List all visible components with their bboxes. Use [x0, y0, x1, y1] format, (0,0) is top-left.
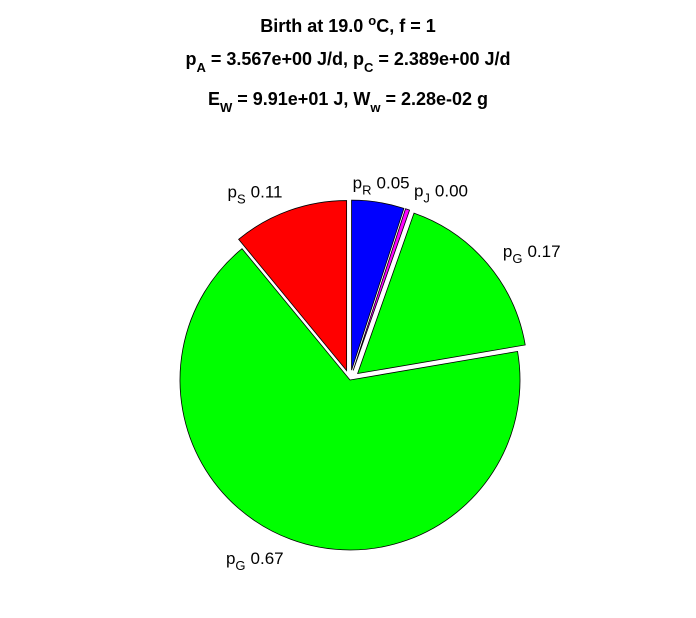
- slice-label: pJ 0.00: [414, 181, 468, 205]
- pie-slice: [352, 208, 411, 371]
- label-value: 0.05: [377, 173, 410, 192]
- pie-slice: [238, 200, 348, 372]
- title-text: = 3.567e+00 J/d, p: [206, 49, 364, 69]
- label-subscript: G: [235, 558, 245, 573]
- label-subscript: G: [512, 251, 522, 266]
- slice-label: pS 0.11: [228, 183, 283, 207]
- title-subscript: A: [197, 60, 207, 75]
- label-value: 0.11: [251, 183, 283, 202]
- label-subscript: S: [237, 192, 246, 207]
- slice-label: pG 0.67: [226, 549, 284, 573]
- pie-slice: [357, 212, 526, 375]
- label-value: 0.17: [527, 242, 560, 261]
- label-base: p: [353, 173, 362, 192]
- chart-title: Birth at 19.0 oC, f = 1: [260, 13, 436, 36]
- label-base: p: [503, 242, 512, 261]
- title-text: C, f = 1: [376, 16, 436, 36]
- title-text: p: [186, 49, 197, 69]
- label-base: p: [414, 181, 423, 200]
- label-base: p: [226, 549, 235, 568]
- title-text: E: [208, 89, 220, 109]
- title-text: = 9.91e+01 J, W: [232, 89, 370, 109]
- title-text: = 2.28e-02 g: [380, 89, 488, 109]
- pie-slice: [351, 199, 405, 371]
- chart-title: EW = 9.91e+01 J, Ww = 2.28e-02 g: [208, 89, 488, 115]
- chart-title: pA = 3.567e+00 J/d, pC = 2.389e+00 J/d: [186, 49, 511, 75]
- slice-label: pR 0.05: [353, 173, 410, 197]
- label-subscript: R: [362, 182, 371, 197]
- title-subscript: W: [220, 100, 233, 115]
- slice-label: pG 0.17: [503, 242, 561, 266]
- title-subscript: w: [369, 100, 381, 115]
- pie-slice: [179, 248, 521, 551]
- label-value: 0.67: [251, 549, 284, 568]
- title-subscript: C: [364, 60, 374, 75]
- title-text: = 2.389e+00 J/d: [373, 49, 510, 69]
- label-subscript: J: [423, 190, 430, 205]
- label-base: p: [228, 183, 237, 202]
- label-value: 0.00: [435, 181, 468, 200]
- title-superscript: o: [368, 13, 376, 28]
- title-text: Birth at 19.0: [260, 16, 368, 36]
